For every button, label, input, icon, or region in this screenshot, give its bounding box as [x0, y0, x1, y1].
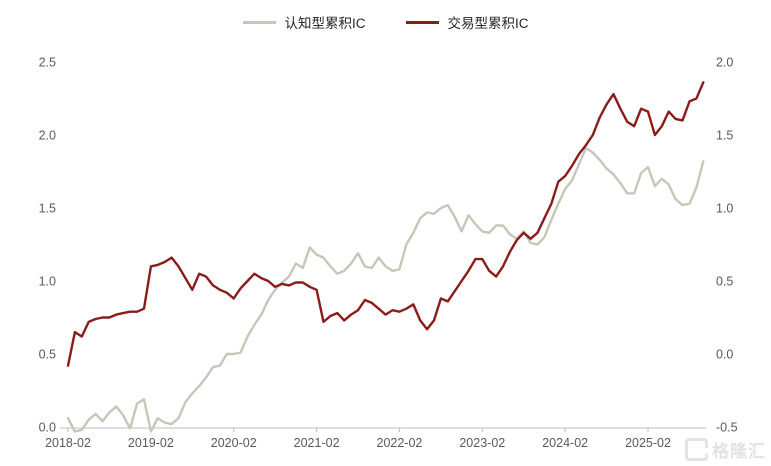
svg-text:1.5: 1.5 — [716, 129, 733, 143]
svg-text:2022-02: 2022-02 — [377, 436, 423, 450]
svg-text:2.0: 2.0 — [39, 129, 56, 143]
gelonghui-brand-text: 格隆汇 — [712, 442, 766, 461]
svg-text:2024-02: 2024-02 — [542, 436, 588, 450]
svg-text:2021-02: 2021-02 — [294, 436, 340, 450]
svg-text:1.0: 1.0 — [716, 202, 733, 216]
svg-text:2.5: 2.5 — [39, 56, 56, 70]
svg-text:2020-02: 2020-02 — [211, 436, 257, 450]
svg-text:0.0: 0.0 — [39, 421, 56, 435]
chart-legend: 认知型累积IC 交易型累积IC — [0, 12, 771, 32]
svg-text:2018-02: 2018-02 — [45, 436, 91, 450]
legend-item-cognitive-ic: 认知型累积IC — [242, 12, 366, 32]
svg-text:2019-02: 2019-02 — [128, 436, 174, 450]
legend-label-cognitive-ic: 认知型累积IC — [284, 16, 366, 31]
cognitive-line-swatch-icon — [242, 20, 276, 24]
svg-text:1.0: 1.0 — [39, 275, 56, 289]
svg-text:1.5: 1.5 — [39, 202, 56, 216]
svg-text:-0.5: -0.5 — [716, 421, 738, 435]
legend-label-trading-ic: 交易型累积IC — [447, 16, 529, 31]
legend-item-trading-ic: 交易型累积IC — [405, 12, 529, 32]
svg-text:0.5: 0.5 — [716, 275, 733, 289]
svg-text:2025-02: 2025-02 — [625, 436, 671, 450]
svg-text:0.5: 0.5 — [39, 348, 56, 362]
svg-text:2023-02: 2023-02 — [459, 436, 505, 450]
svg-text:0.0: 0.0 — [716, 348, 733, 362]
trading-line-swatch-icon — [405, 20, 439, 24]
gelonghui-watermark: 格隆汇 — [685, 437, 766, 462]
gelonghui-logo-icon — [685, 438, 708, 461]
svg-text:2.0: 2.0 — [716, 56, 733, 70]
